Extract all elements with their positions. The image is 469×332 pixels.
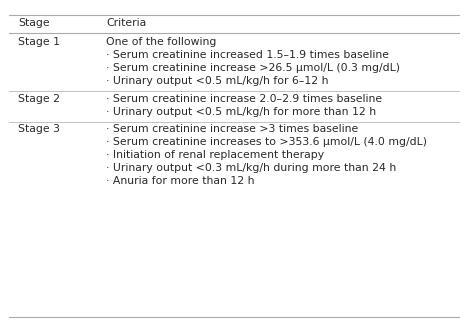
Text: · Serum creatinine increases to >353.6 μmol/L (4.0 mg/dL): · Serum creatinine increases to >353.6 μ…: [106, 137, 427, 147]
Text: Criteria: Criteria: [106, 19, 146, 29]
Text: · Anuria for more than 12 h: · Anuria for more than 12 h: [106, 176, 255, 186]
Text: · Serum creatinine increase >26.5 μmol/L (0.3 mg/dL): · Serum creatinine increase >26.5 μmol/L…: [106, 63, 400, 73]
Text: · Urinary output <0.3 mL/kg/h during more than 24 h: · Urinary output <0.3 mL/kg/h during mor…: [106, 163, 396, 173]
Text: · Serum creatinine increase 2.0–2.9 times baseline: · Serum creatinine increase 2.0–2.9 time…: [106, 94, 382, 104]
Text: · Serum creatinine increased 1.5–1.9 times baseline: · Serum creatinine increased 1.5–1.9 tim…: [106, 50, 389, 60]
Text: · Urinary output <0.5 mL/kg/h for more than 12 h: · Urinary output <0.5 mL/kg/h for more t…: [106, 107, 376, 117]
Text: · Urinary output <0.5 mL/kg/h for 6–12 h: · Urinary output <0.5 mL/kg/h for 6–12 h: [106, 76, 329, 86]
Text: Stage 1: Stage 1: [18, 37, 61, 47]
Text: Stage 2: Stage 2: [18, 94, 61, 104]
Text: · Serum creatinine increase >3 times baseline: · Serum creatinine increase >3 times bas…: [106, 124, 358, 134]
Text: One of the following: One of the following: [106, 37, 217, 47]
Text: Stage 3: Stage 3: [18, 124, 61, 134]
Text: Stage: Stage: [18, 19, 50, 29]
Text: · Initiation of renal replacement therapy: · Initiation of renal replacement therap…: [106, 150, 324, 160]
